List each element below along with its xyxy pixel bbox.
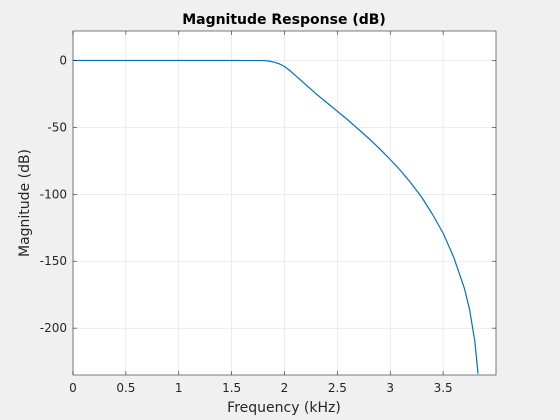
ticks: 0 0.5 1 1.5 2 2.5 3 3.5 0 -50 -100 -150 -200 xyxy=(40,31,496,395)
chart-title: Magnitude Response (dB) xyxy=(182,12,386,28)
y-tick-label: -150 xyxy=(40,254,67,268)
y-tick-label: -50 xyxy=(47,120,67,134)
x-axis-label: Frequency (kHz) xyxy=(227,400,341,416)
x-tick-label: 1.5 xyxy=(222,381,241,395)
y-tick-label: -100 xyxy=(40,187,67,201)
x-tick-label: 2 xyxy=(281,381,289,395)
magnitude-response-line xyxy=(73,59,479,374)
x-tick-label: 3 xyxy=(386,381,394,395)
x-tick-label: 2.5 xyxy=(328,381,347,395)
y-tick-label: 0 xyxy=(59,53,67,67)
y-tick-label: -200 xyxy=(40,321,67,335)
x-tick-label: 0.5 xyxy=(116,381,135,395)
series-layer xyxy=(73,59,479,374)
y-axis-label: Magnitude (dB) xyxy=(17,149,33,257)
x-tick-label: 0 xyxy=(69,381,77,395)
x-tick-label: 1 xyxy=(175,381,183,395)
x-tick-label: 3.5 xyxy=(434,381,453,395)
